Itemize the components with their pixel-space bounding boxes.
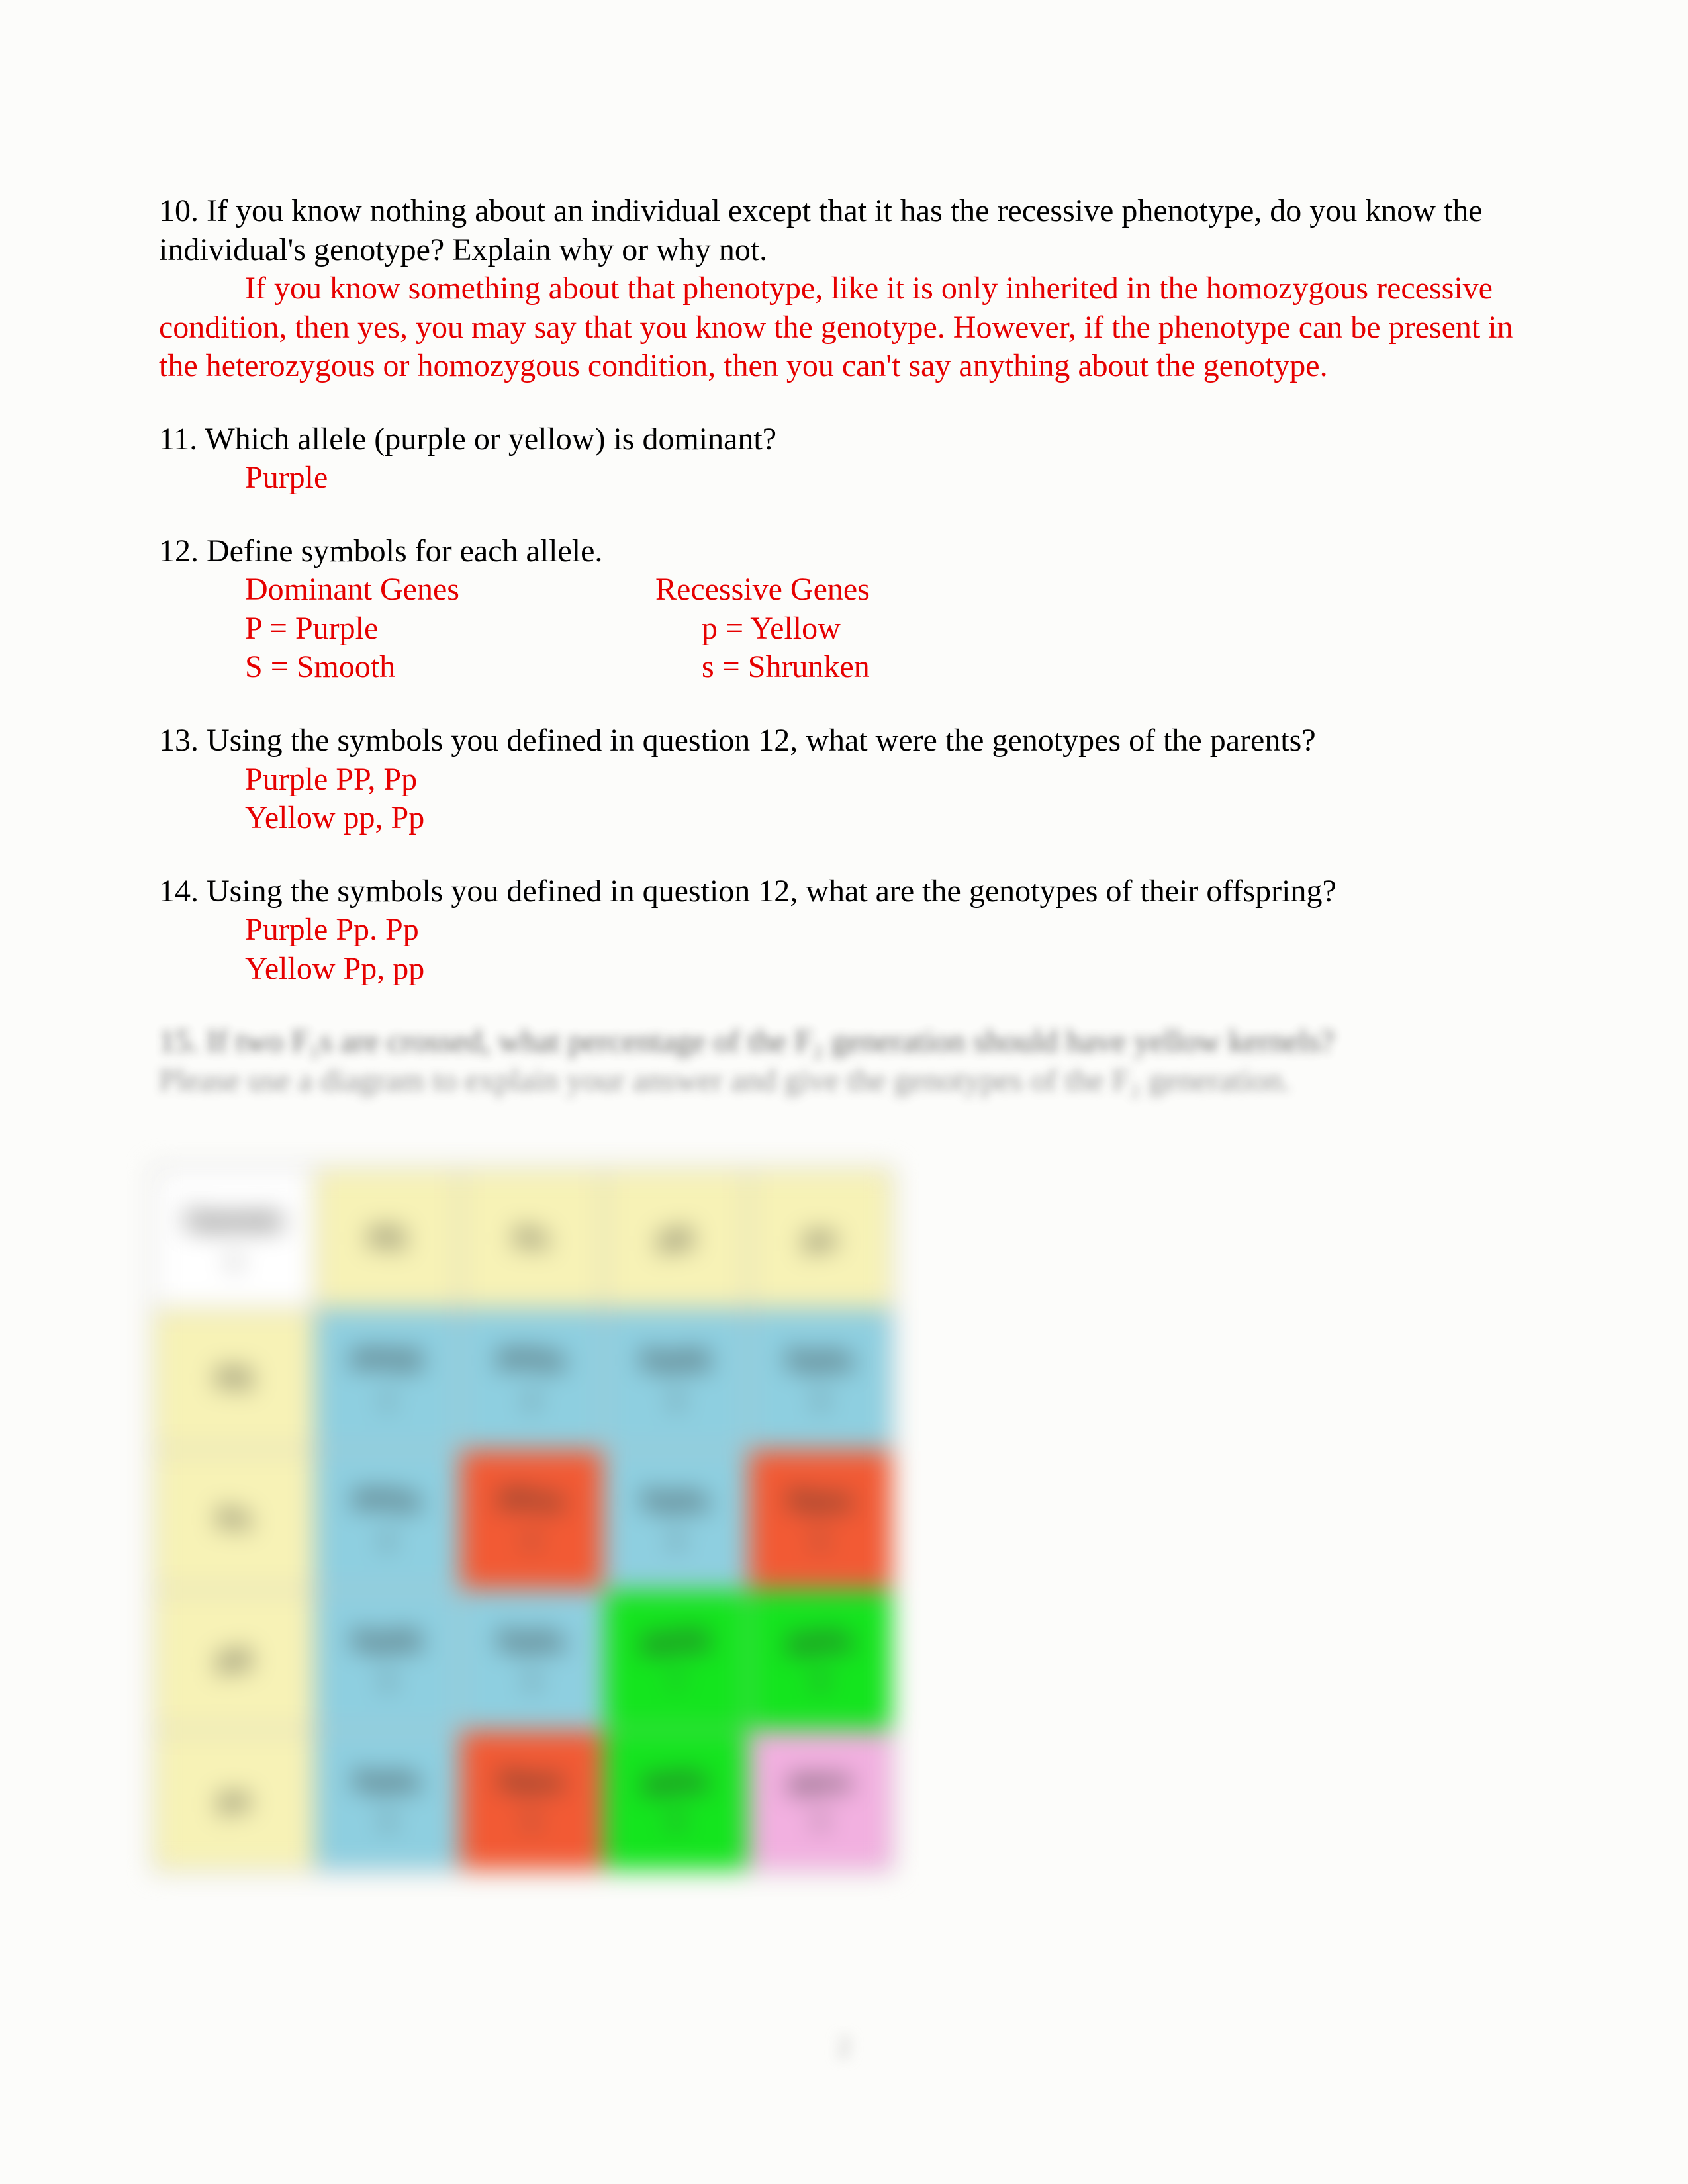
q11-text: 11. Which allele (purple or yellow) is d… — [159, 420, 1529, 459]
q12-row-1: P = Purple p = Yellow — [159, 610, 1529, 649]
punnett-cell: pS — [154, 1590, 315, 1730]
q15-line1: 15. If two F₁s are crossed, what percent… — [159, 1023, 1529, 1062]
page-number: 2 — [0, 2030, 1688, 2064]
punnett-cell: PpSs4 — [459, 1590, 604, 1730]
question-13: 13. Using the symbols you defined in que… — [159, 721, 1529, 838]
punnett-cell: PpSs4 — [604, 1449, 748, 1590]
q12-rec1: p = Yellow — [655, 610, 841, 649]
punnett-cell: ps — [748, 1169, 892, 1309]
punnett-cell: ppss9 — [748, 1730, 892, 1870]
punnett-cell: Ps — [459, 1169, 604, 1309]
q12-recessive-header: Recessive Genes — [655, 570, 870, 610]
q14-a2: Yellow Pp, pp — [159, 950, 1529, 989]
punnett-cell: PS — [154, 1309, 315, 1449]
question-14: 14. Using the symbols you defined in que… — [159, 872, 1529, 989]
q11-answer: Purple — [159, 459, 1529, 498]
q12-row-2: S = Smooth s = Shrunken — [159, 648, 1529, 687]
q13-a1: Purple PP, Pp — [159, 760, 1529, 799]
punnett-cell: pS — [604, 1169, 748, 1309]
punnett-cell: Ppss6 — [748, 1449, 892, 1590]
page-content: 10. If you know nothing about an individ… — [159, 192, 1529, 1126]
q12-text: 12. Define symbols for each allele. — [159, 532, 1529, 571]
punnett-cell: PpSs4 — [315, 1730, 459, 1870]
question-15-blurred: 15. If two F₁s are crossed, what percent… — [159, 1023, 1529, 1100]
punnett-cell: PpSs4 — [748, 1309, 892, 1449]
q13-text: 13. Using the symbols you defined in que… — [159, 721, 1529, 760]
q12-dominant-header: Dominant Genes — [245, 570, 655, 610]
punnett-cell: PPSs2 — [459, 1309, 604, 1449]
punnett-cell: Ps — [154, 1449, 315, 1590]
punnett-cell: Ppss6 — [459, 1730, 604, 1870]
q14-text: 14. Using the symbols you defined in que… — [159, 872, 1529, 911]
q10-text: 10. If you know nothing about an individ… — [159, 192, 1529, 269]
punnett-cell: ppSS7 — [604, 1590, 748, 1730]
punnett-cell: PPss5 — [459, 1449, 604, 1590]
punnett-corner: Gametes — [154, 1169, 315, 1309]
q12-dom1: P = Purple — [245, 610, 655, 649]
q12-dom2: S = Smooth — [245, 648, 655, 687]
q12-rec2: s = Shrunken — [655, 648, 870, 687]
q14-a1: Purple Pp. Pp — [159, 911, 1529, 950]
question-11: 11. Which allele (purple or yellow) is d… — [159, 420, 1529, 498]
punnett-cell: PPSS1 — [315, 1309, 459, 1449]
punnett-cell: PpSS3 — [315, 1590, 459, 1730]
punnett-cell: ps — [154, 1730, 315, 1870]
q15-line2: Please use a diagram to explain your ans… — [159, 1062, 1529, 1101]
question-10: 10. If you know nothing about an individ… — [159, 192, 1529, 386]
punnett-cell: PPSs2 — [315, 1449, 459, 1590]
punnett-cell: ppSs8 — [604, 1730, 748, 1870]
punnett-table: GametesPSPspSpsPSPPSS1PPSs2PpSS3PpSs4PsP… — [152, 1167, 894, 1872]
punnett-cell: PpSS3 — [604, 1309, 748, 1449]
question-12: 12. Define symbols for each allele. Domi… — [159, 532, 1529, 687]
q12-row-headers: Dominant Genes Recessive Genes — [159, 570, 1529, 610]
q10-answer: If you know something about that phenoty… — [159, 269, 1529, 386]
punnett-square-blurred: GametesPSPspSpsPSPPSS1PPSs2PpSS3PpSs4PsP… — [152, 1167, 894, 1872]
q13-a2: Yellow pp, Pp — [159, 799, 1529, 838]
punnett-cell: PS — [315, 1169, 459, 1309]
punnett-cell: ppSs8 — [748, 1590, 892, 1730]
